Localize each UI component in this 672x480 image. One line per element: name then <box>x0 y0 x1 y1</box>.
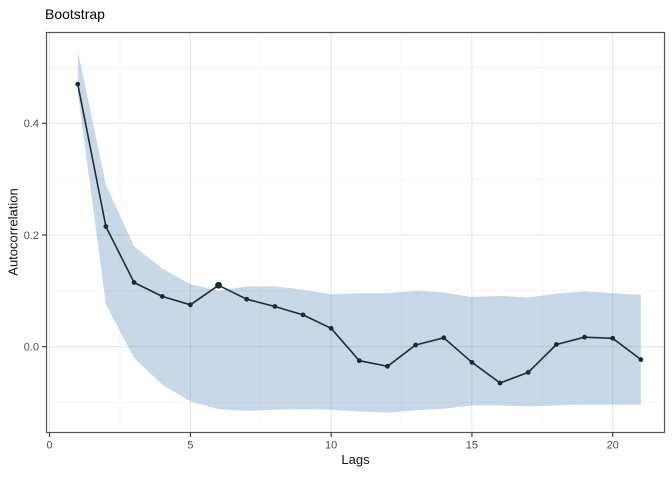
confidence-ribbon <box>77 50 641 413</box>
x-tick-label: 0 <box>47 440 53 452</box>
data-point <box>553 342 559 347</box>
data-point <box>272 304 278 309</box>
data-point <box>441 335 447 341</box>
y-tick-label: 0.4 <box>24 118 39 130</box>
data-point <box>103 224 109 230</box>
data-point <box>385 363 390 369</box>
data-point <box>356 358 362 364</box>
x-axis-title: Lags <box>341 452 370 467</box>
data-point <box>131 280 137 285</box>
x-tick-label: 10 <box>325 440 337 452</box>
chart-title: Bootstrap <box>45 6 105 22</box>
data-point <box>159 294 165 299</box>
x-tick-label: 15 <box>466 440 478 452</box>
x-tick-label: 5 <box>187 440 193 452</box>
y-axis-title: Autocorrelation <box>5 188 21 276</box>
y-tick-label: 0.0 <box>24 342 39 354</box>
data-point <box>638 357 644 362</box>
data-point <box>75 81 81 87</box>
data-point <box>300 312 306 318</box>
data-point <box>469 359 475 365</box>
x-tick-label: 20 <box>607 440 619 452</box>
data-point <box>582 334 587 340</box>
data-point <box>610 335 616 341</box>
data-point <box>497 380 503 386</box>
data-point <box>328 325 334 331</box>
data-point <box>187 302 193 308</box>
data-point <box>413 342 419 348</box>
panel-border <box>45 31 666 434</box>
data-point <box>525 369 531 375</box>
data-point <box>244 296 250 302</box>
y-tick-label: 0.2 <box>24 230 39 242</box>
panel-background <box>46 32 665 433</box>
highlighted-data-point <box>215 281 222 289</box>
